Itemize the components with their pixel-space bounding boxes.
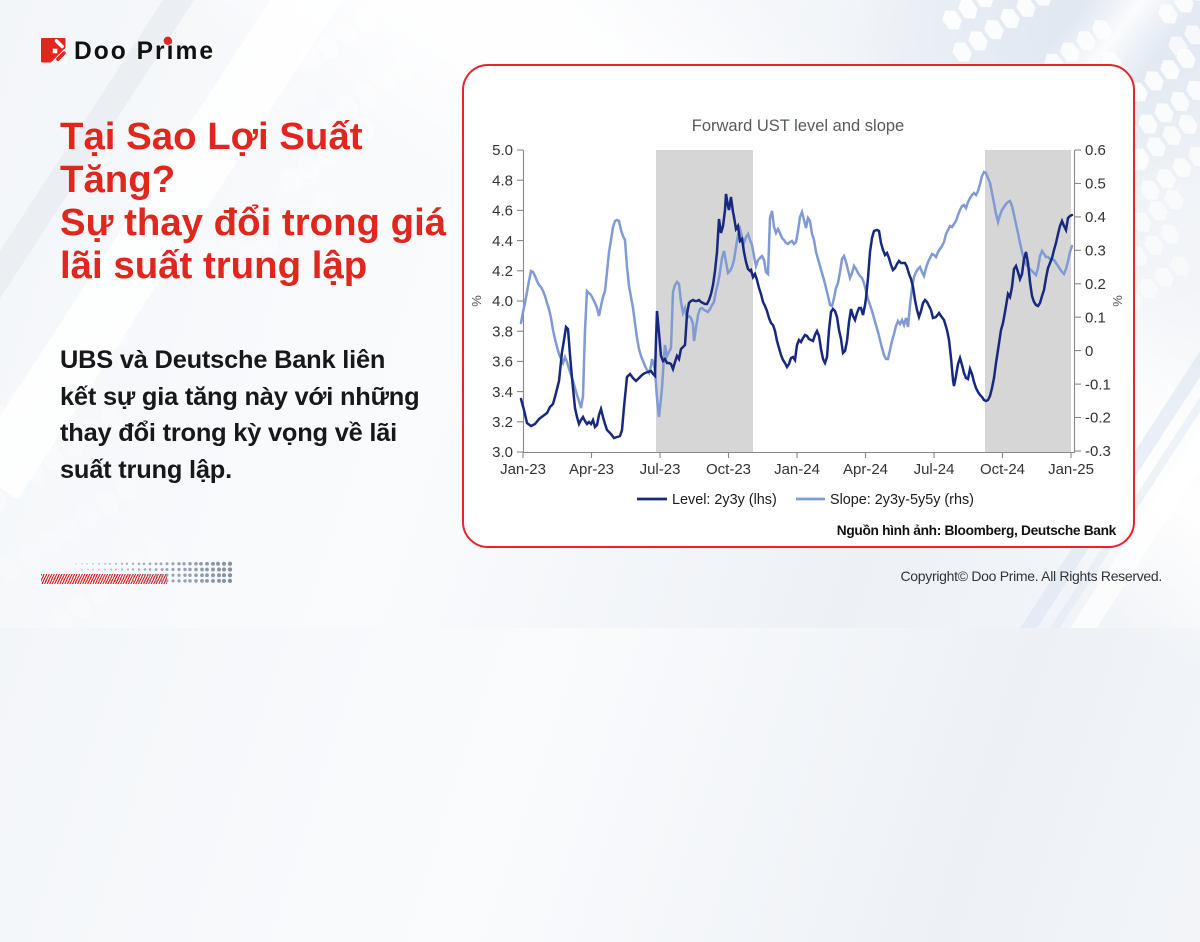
svg-text:Jan-24: Jan-24 (774, 461, 820, 478)
svg-text:0.1: 0.1 (1085, 309, 1106, 326)
svg-text:-0.1: -0.1 (1085, 376, 1111, 393)
svg-text:Forward UST level and slope: Forward UST level and slope (692, 117, 904, 135)
svg-text:4.4: 4.4 (492, 233, 513, 250)
svg-text:Level: 2y3y (lhs): Level: 2y3y (lhs) (672, 492, 777, 508)
svg-text:4.8: 4.8 (492, 172, 513, 189)
svg-text:Oct-23: Oct-23 (706, 461, 751, 478)
svg-text:0.6: 0.6 (1085, 142, 1106, 159)
svg-text:Doo Prime: Doo Prime (74, 38, 215, 65)
svg-text:Jul-23: Jul-23 (640, 461, 681, 478)
svg-text:0.5: 0.5 (1085, 176, 1106, 193)
svg-text:4.0: 4.0 (492, 293, 513, 310)
svg-text:Jan-25: Jan-25 (1048, 461, 1094, 478)
svg-text:-0.3: -0.3 (1085, 443, 1111, 460)
svg-text:4.2: 4.2 (492, 263, 513, 280)
svg-text:%: % (1110, 295, 1125, 307)
svg-text:-0.2: -0.2 (1085, 410, 1111, 427)
svg-text:3.8: 3.8 (492, 323, 513, 340)
svg-text:0.3: 0.3 (1085, 243, 1106, 260)
svg-text:5.0: 5.0 (492, 142, 513, 159)
svg-text:4.6: 4.6 (492, 203, 513, 220)
svg-text:Apr-24: Apr-24 (843, 461, 888, 478)
svg-text:3.6: 3.6 (492, 354, 513, 371)
svg-text:Nguồn hình ảnh: Bloomberg, De: Nguồn hình ảnh: Bloomberg, Deutsche Bank (837, 523, 1117, 538)
svg-text:3.0: 3.0 (492, 444, 513, 461)
svg-text:3.4: 3.4 (492, 384, 513, 401)
svg-text:0.4: 0.4 (1085, 209, 1106, 226)
svg-text:0.2: 0.2 (1085, 276, 1106, 293)
svg-text:Slope: 2y3y-5y5y (rhs): Slope: 2y3y-5y5y (rhs) (830, 492, 974, 508)
svg-text:3.2: 3.2 (492, 414, 513, 431)
svg-text:0: 0 (1085, 343, 1093, 360)
svg-text:Apr-23: Apr-23 (569, 461, 614, 478)
svg-text:Oct-24: Oct-24 (980, 461, 1025, 478)
svg-text:%: % (469, 295, 484, 307)
svg-text:Jul-24: Jul-24 (914, 461, 955, 478)
svg-text:Jan-23: Jan-23 (500, 461, 546, 478)
